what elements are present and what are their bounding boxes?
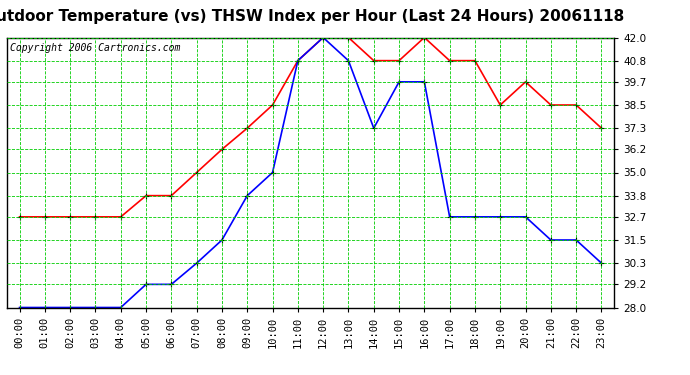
- Text: Copyright 2006 Cartronics.com: Copyright 2006 Cartronics.com: [10, 43, 180, 53]
- Text: Outdoor Temperature (vs) THSW Index per Hour (Last 24 Hours) 20061118: Outdoor Temperature (vs) THSW Index per …: [0, 9, 624, 24]
